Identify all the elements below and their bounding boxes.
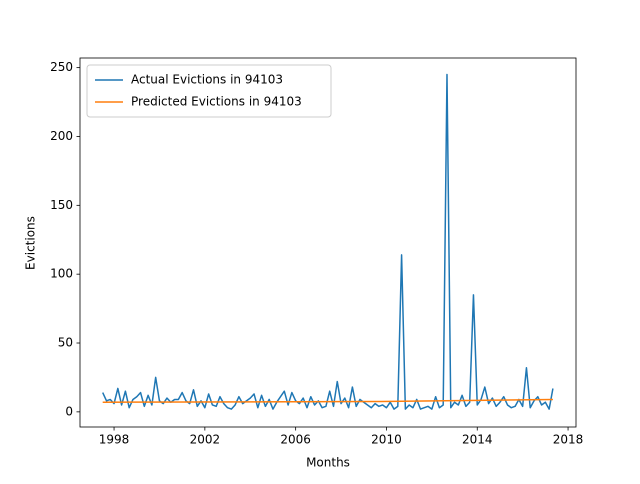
- legend-label: Predicted Evictions in 94103: [131, 95, 302, 109]
- data-line: [102, 73, 554, 410]
- plot-frame: [79, 57, 577, 428]
- x-tick-label: 2010: [371, 433, 402, 447]
- x-axis-label: Months: [306, 456, 350, 470]
- y-tick-label: 150: [50, 198, 73, 212]
- data-line: [102, 398, 553, 403]
- x-tick-label: 2014: [462, 433, 493, 447]
- y-tick-label: 250: [50, 60, 73, 74]
- y-tick-label: 100: [50, 267, 73, 281]
- y-tick-label: 0: [65, 404, 73, 418]
- legend-label: Actual Evictions in 94103: [131, 73, 283, 87]
- y-tick-label: 50: [58, 336, 73, 350]
- y-axis-label: Evictions: [24, 216, 38, 270]
- x-tick-label: 1998: [99, 433, 130, 447]
- x-tick-label: 2002: [190, 433, 221, 447]
- x-tick-label: 2006: [280, 433, 311, 447]
- x-tick-label: 2018: [553, 433, 584, 447]
- legend-box: [86, 64, 332, 118]
- y-tick-label: 200: [50, 129, 73, 143]
